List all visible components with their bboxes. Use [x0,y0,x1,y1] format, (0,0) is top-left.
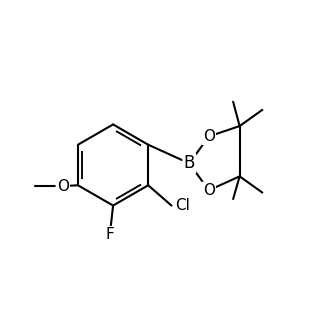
Text: O: O [57,179,69,194]
Text: Cl: Cl [175,198,190,213]
Text: F: F [106,227,114,242]
Text: O: O [203,183,215,198]
Text: O: O [203,129,215,144]
Text: B: B [184,154,195,172]
